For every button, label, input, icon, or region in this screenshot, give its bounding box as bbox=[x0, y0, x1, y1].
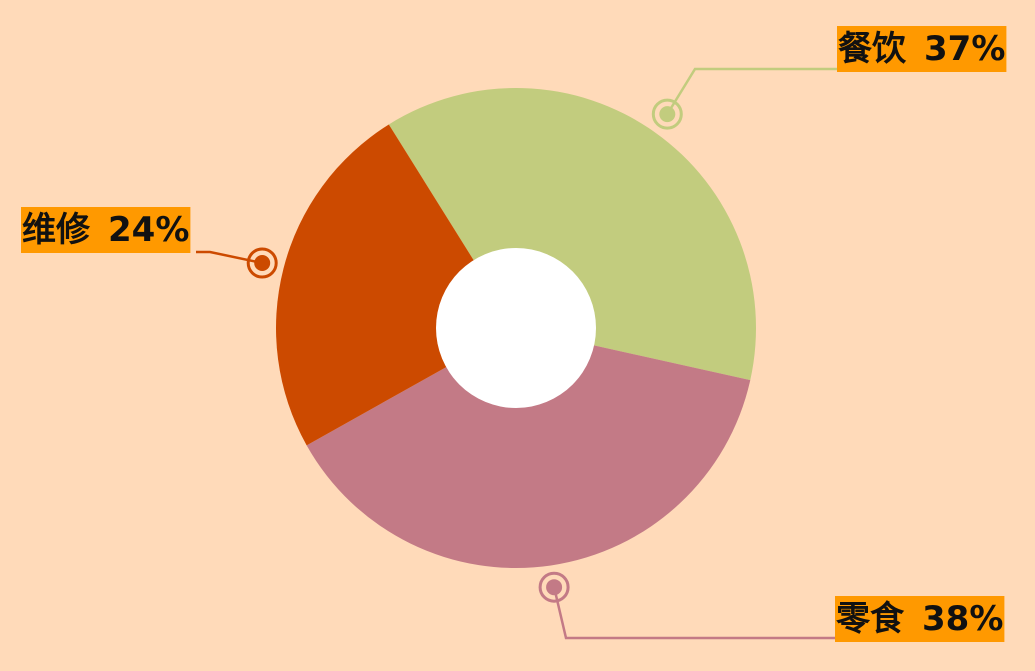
label-background-2 bbox=[21, 207, 191, 253]
slice-percent-2: 24% bbox=[108, 210, 189, 250]
slice-label-0: 餐饮 37% bbox=[837, 26, 1007, 72]
leader-line-1 bbox=[552, 586, 836, 640]
slice-0 bbox=[388, 88, 756, 381]
leader-line-2 bbox=[196, 250, 263, 265]
marker-dot-1 bbox=[546, 579, 563, 596]
label-background-1 bbox=[835, 596, 1005, 642]
slice-label-1: 零食 38% bbox=[835, 596, 1005, 642]
slice-1 bbox=[306, 328, 751, 568]
leader-line-0 bbox=[666, 67, 838, 115]
slice-label-text-1: 零食 38% bbox=[836, 599, 1003, 639]
donut-hole bbox=[436, 248, 596, 408]
marker-ring-1 bbox=[538, 571, 570, 603]
slice-name-1: 零食 bbox=[836, 599, 905, 639]
slice-percent-0: 37% bbox=[924, 29, 1005, 69]
slice-2 bbox=[276, 124, 516, 446]
slices-group bbox=[276, 88, 756, 568]
marker-dot-0 bbox=[659, 106, 676, 123]
slice-label-text-2: 维修 24% bbox=[22, 210, 189, 250]
slice-name-0: 餐饮 bbox=[838, 29, 907, 69]
slice-label-2: 维修 24% bbox=[21, 207, 191, 253]
slice-label-text-0: 餐饮 37% bbox=[838, 29, 1005, 69]
slice-percent-1: 38% bbox=[922, 599, 1003, 639]
marker-ring-0 bbox=[651, 98, 683, 130]
label-background-0 bbox=[837, 26, 1007, 72]
callouts-group: 餐饮 37% 零食 38% 维修 24% bbox=[21, 26, 1007, 642]
marker-dot-2 bbox=[254, 255, 271, 271]
slice-name-2: 维修 bbox=[22, 210, 91, 250]
marker-ring-2 bbox=[246, 247, 278, 279]
